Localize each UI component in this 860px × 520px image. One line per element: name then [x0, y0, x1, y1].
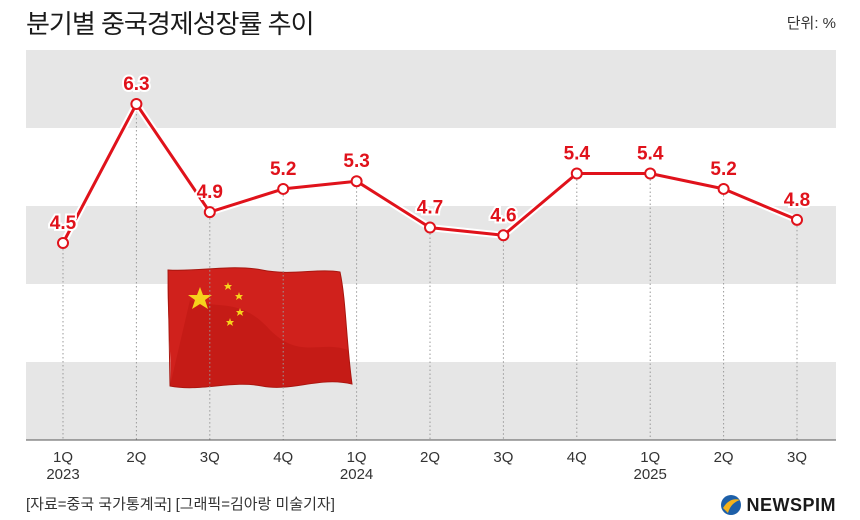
- value-labels: 4.5 6.3 4.9 5.2 5.3 4.7 4.6 5.4 5.4 5.2 4.8: [48, 72, 812, 236]
- x-tick-label: 1Q: [347, 449, 367, 466]
- value-label: 4.9: [197, 182, 223, 203]
- data-point: [497, 229, 510, 242]
- data-point: [570, 167, 583, 180]
- x-tick-label: 3Q: [493, 449, 513, 466]
- chart-title: 분기별 중국경제성장률 추이: [26, 9, 314, 39]
- data-point: [203, 206, 216, 219]
- x-tick-label: 3Q: [200, 449, 220, 466]
- logo-text: NEWSPIM: [746, 494, 836, 515]
- background-bands: [26, 50, 836, 440]
- x-tick-label: 4Q: [273, 449, 293, 466]
- x-tick-label: 2Q: [714, 449, 734, 466]
- data-point: [644, 167, 657, 180]
- data-point: [791, 213, 803, 226]
- data-point: [277, 182, 290, 195]
- x-tick-label: 3Q: [787, 449, 807, 466]
- data-point: [350, 175, 363, 188]
- value-label: 5.2: [710, 159, 736, 180]
- source-note: [자료=중국 국가통계국] [그래픽=김아랑 미술기자]: [26, 496, 335, 513]
- line-chart: 4.56.34.95.2 5.34.7 4.65.4 5.45.24.8 1Q2023…: [26, 50, 836, 483]
- data-point: [424, 221, 436, 234]
- x-tick-label: 1Q: [53, 449, 73, 466]
- data-point: [57, 237, 69, 249]
- background-band: [26, 50, 836, 128]
- x-tick-label: 2Q: [420, 449, 440, 466]
- x-tick-label: 2Q: [126, 449, 146, 466]
- china-flag-image: [167, 267, 353, 389]
- value-label: 4.7: [417, 198, 443, 219]
- unit-label: 단위: %: [786, 15, 836, 32]
- value-label: 5.3: [343, 151, 369, 172]
- value-label: 4.5: [50, 213, 77, 234]
- x-year-label: 2023: [46, 466, 79, 483]
- data-points: [57, 98, 803, 249]
- x-tick-label: 1Q: [640, 449, 660, 466]
- background-band: [26, 362, 836, 440]
- newspim-logo: NEWSPIM: [720, 494, 836, 516]
- data-point: [717, 182, 730, 195]
- background-band: [26, 206, 836, 284]
- vertical-guides: [62, 110, 798, 440]
- x-year-label: 2024: [340, 466, 373, 483]
- value-label: 5.2: [270, 159, 296, 180]
- newspim-logo-icon: [721, 495, 742, 515]
- data-point: [130, 98, 143, 110]
- value-label: 5.4: [637, 144, 664, 165]
- value-label: 4.8: [784, 190, 810, 211]
- value-label: 5.4: [564, 144, 591, 165]
- value-label: 4.6: [490, 205, 516, 226]
- x-year-label: 2025: [634, 466, 667, 483]
- value-label: 6.3: [123, 74, 149, 95]
- x-tick-label: 4Q: [567, 449, 587, 466]
